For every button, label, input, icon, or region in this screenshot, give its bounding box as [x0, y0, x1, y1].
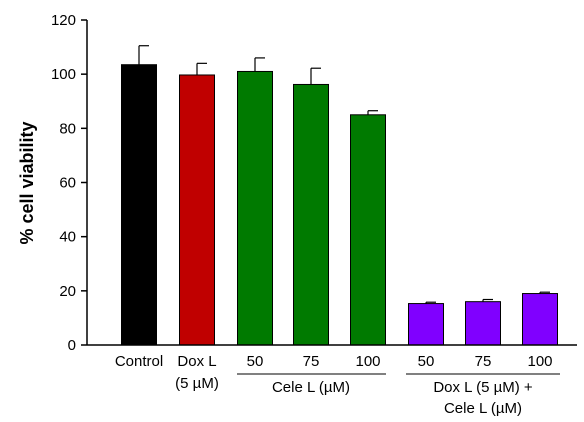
bar-4 — [293, 83, 329, 346]
x-label-cele-group: Cele L (µM) — [272, 379, 350, 396]
y-tick-label-100: 100 — [51, 66, 76, 83]
bar-2 — [179, 74, 215, 346]
x-label-combo-group-line1: Dox L (5 µM) + — [433, 379, 533, 396]
bar-7 — [465, 301, 501, 346]
y-tick-label-60: 60 — [59, 175, 76, 192]
y-tick-label-20: 20 — [59, 283, 76, 300]
x-label-cele-50: 50 — [247, 353, 264, 370]
x-label-dox-l: Dox L — [177, 353, 216, 370]
axes-layer — [86, 20, 577, 346]
x-label-combo-group-line2: Cele L (µM) — [444, 400, 522, 417]
bar-5 — [350, 114, 386, 346]
x-label-combo-75: 75 — [475, 353, 492, 370]
y-ticks: 0 20 40 60 80 100 120 — [51, 12, 87, 354]
x-label-cele-75: 75 — [303, 353, 320, 370]
bar-3 — [237, 70, 273, 346]
x-label-control: Control — [115, 353, 163, 370]
bar-8 — [522, 293, 558, 346]
y-tick-label-40: 40 — [59, 229, 76, 246]
x-category-labels: Control Dox L (5 µM) 50 75 100 Cele L (µ… — [115, 353, 560, 417]
bars-layer — [121, 45, 558, 346]
bar-1 — [121, 64, 157, 346]
y-tick-label-120: 120 — [51, 12, 76, 29]
x-label-combo-50: 50 — [418, 353, 435, 370]
y-axis-label: % cell viability — [17, 121, 37, 244]
y-tick-label-0: 0 — [68, 337, 76, 354]
x-label-combo-100: 100 — [527, 353, 552, 370]
x-label-dox-l-conc: (5 µM) — [175, 375, 219, 392]
bar-6 — [408, 303, 444, 346]
y-tick-label-80: 80 — [59, 120, 76, 137]
x-label-cele-100: 100 — [355, 353, 380, 370]
